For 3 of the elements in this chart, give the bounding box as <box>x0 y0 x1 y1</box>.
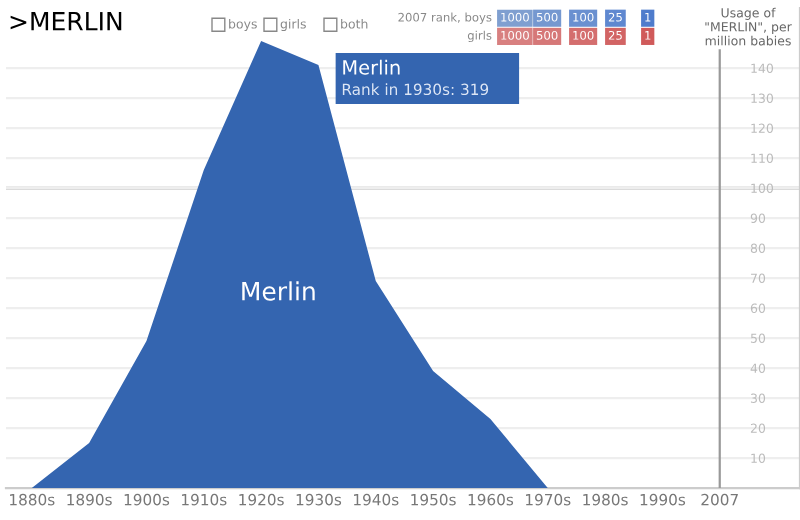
series-label: Merlin <box>343 59 400 75</box>
chart-title: >MERLIN <box>10 12 122 31</box>
annotation: Merlin <box>242 281 315 301</box>
